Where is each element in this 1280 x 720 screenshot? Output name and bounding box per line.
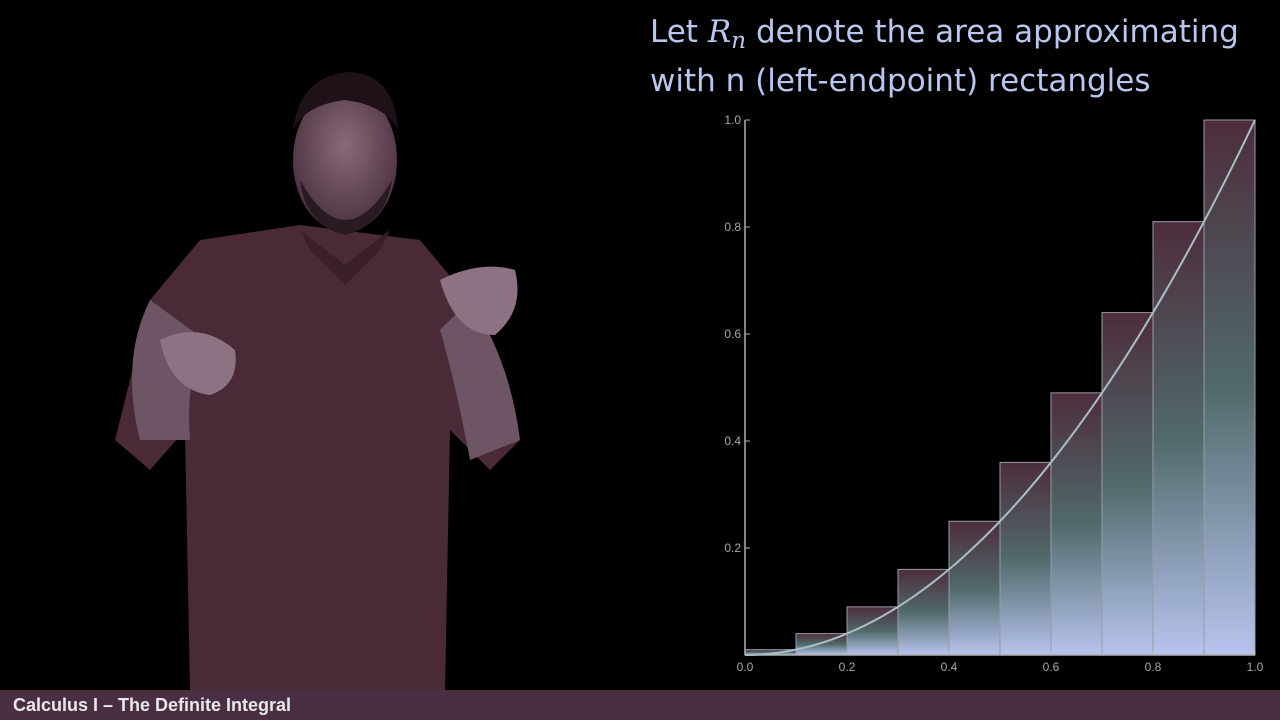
y-tick-label-0.6: 0.6 [724,327,741,341]
headline-line-1: Let Rn denote the area approximating [650,12,1275,61]
rectangle-4 [897,568,950,656]
y-tick-label-1.0: 1.0 [724,113,741,127]
course-title: Calculus I – The Definite Integral [13,695,292,715]
rectangle-5 [948,520,1001,656]
lecturer-right-arm [440,300,520,460]
slide-headline: Let Rn denote the area approximating wit… [650,12,1275,101]
lecturer-left-hand [160,332,236,395]
x-tick-label-0.2: 0.2 [839,660,856,674]
lecturer-video [115,72,520,690]
rectangle-6 [999,461,1052,656]
x-tick-label-0.8: 0.8 [1145,660,1162,674]
rectangle-10 [1203,119,1256,656]
rectangle-7 [1050,392,1103,656]
y-tick-label-0.8: 0.8 [724,220,741,234]
lecturer-hair [293,72,398,130]
headline-line-1-rest: denote the area approximating [746,14,1239,50]
function-curve [744,119,1256,656]
riemann-sum-chart: 0.0 0.2 0.4 0.6 0.8 1.0 0.2 0.4 0.6 0.8 1.0 [724,113,1264,674]
rectangle-8 [1101,312,1154,656]
lecturer-beard [300,180,392,235]
lecturer-head [293,88,397,232]
rectangle-9 [1152,221,1205,656]
footer-bar: Calculus I – The Definite Integral [0,690,1280,720]
lecturer-right-hand [440,266,518,335]
headline-prefix: Let [650,14,708,50]
x-tick-label-0.6: 0.6 [1043,660,1060,674]
rectangles-group [744,119,1256,656]
headline-line-2: with n (left-endpoint) rectangles [650,62,1151,99]
math-symbol: R [707,14,732,50]
x-tick-label-1.0: 1.0 [1247,660,1264,674]
y-tick-label-0.4: 0.4 [724,434,741,448]
math-subscript: n [731,26,747,54]
math-symbol-r-n: Rn [707,14,746,54]
y-tick-label-0.2: 0.2 [724,541,741,555]
axes-group [744,120,1255,656]
lecturer-collar [300,230,390,285]
x-tick-label-0.0: 0.0 [737,660,754,674]
x-tick-label-0.4: 0.4 [941,660,958,674]
